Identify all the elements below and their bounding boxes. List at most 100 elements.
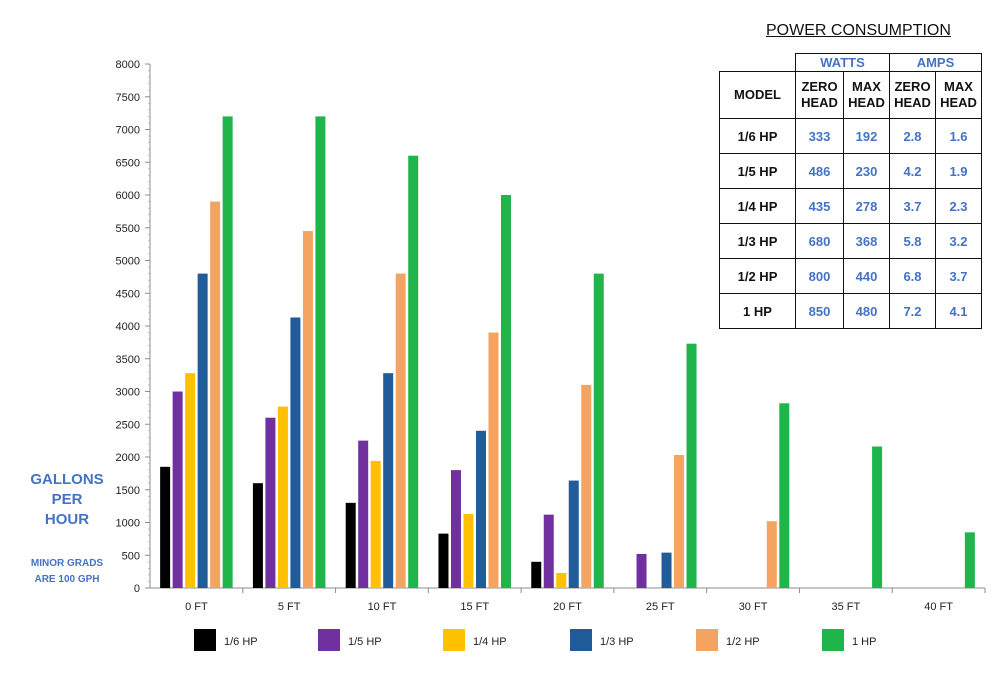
y-axis-label: GALLONS PER HOUR [18, 470, 116, 530]
bar [475, 430, 486, 588]
table-row: 1/2 HP 800 440 6.8 3.7 [719, 258, 982, 294]
y-tick-label: 5000 [116, 256, 140, 268]
model-cell: 1/2 HP [719, 258, 796, 294]
y-tick-label: 6500 [116, 157, 140, 169]
bar [568, 480, 579, 588]
bar [438, 533, 449, 588]
amps-max-cell: 3.2 [935, 223, 982, 259]
y-tick-label: 3000 [116, 387, 140, 399]
bar [172, 391, 183, 588]
power-consumption-title: POWER CONSUMPTION [766, 22, 951, 39]
legend-label: 1/4 HP [473, 636, 507, 648]
x-tick-label: 30 FT [739, 601, 768, 613]
watts-max-cell: 368 [843, 223, 890, 259]
bar [500, 195, 511, 588]
amps-max-cell: 4.1 [935, 293, 982, 329]
bar [383, 373, 394, 588]
y-tick-label: 1000 [116, 518, 140, 530]
legend-swatch [194, 629, 216, 651]
x-tick-label: 35 FT [831, 601, 860, 613]
model-cell: 1 HP [719, 293, 796, 329]
bar [252, 483, 263, 588]
y-tick-label: 4000 [116, 321, 140, 333]
bar [766, 521, 777, 588]
y-tick-label: 500 [122, 550, 140, 562]
watts-zero-cell: 850 [795, 293, 844, 329]
bar [636, 553, 647, 588]
legend-label: 1/2 HP [726, 636, 760, 648]
amps-header: AMPS [889, 53, 982, 72]
bar [593, 273, 604, 588]
table-row: 1/4 HP 435 278 3.7 2.3 [719, 188, 982, 224]
amps-max-cell: 1.6 [935, 118, 982, 154]
y-tick-label: 6000 [116, 190, 140, 202]
watts-max-cell: 440 [843, 258, 890, 294]
header-line: MAX [852, 79, 881, 94]
x-tick-label: 20 FT [553, 601, 582, 613]
model-cell: 1/3 HP [719, 223, 796, 259]
watts-zero-cell: 435 [795, 188, 844, 224]
watts-zero-cell: 486 [795, 153, 844, 189]
x-tick-label: 15 FT [460, 601, 489, 613]
legend-label: 1/6 HP [224, 636, 258, 648]
minor-grads-note: MINOR GRADS ARE 100 GPH [22, 556, 112, 588]
bar [358, 440, 369, 588]
x-tick-label: 10 FT [368, 601, 397, 613]
bar [686, 343, 697, 588]
y-tick-label: 5500 [116, 223, 140, 235]
legend-label: 1/3 HP [600, 636, 634, 648]
bar [160, 466, 171, 588]
y-axis-label-line: HOUR [44, 511, 90, 528]
watts-header: WATTS [795, 53, 890, 72]
bar [872, 446, 883, 588]
model-cell: 1/6 HP [719, 118, 796, 154]
bar [395, 273, 406, 588]
bar [345, 502, 356, 588]
legend-label: 1 HP [852, 636, 876, 648]
amps-zero-cell: 2.8 [889, 118, 936, 154]
bar [450, 470, 461, 588]
x-tick-label: 5 FT [278, 601, 301, 613]
header-line: HEAD [848, 95, 885, 110]
y-tick-label: 2500 [116, 419, 140, 431]
watts-max-cell: 480 [843, 293, 890, 329]
header-line: HEAD [801, 95, 838, 110]
y-tick-label: 3500 [116, 354, 140, 366]
header-line: ZERO [894, 79, 931, 94]
y-tick-label: 2000 [116, 452, 140, 464]
bar [290, 317, 301, 588]
watts-max-cell: 230 [843, 153, 890, 189]
watts-max-head-header: MAX HEAD [843, 71, 890, 119]
bar [964, 532, 975, 588]
bar [543, 514, 554, 588]
table-row: 1 HP 850 480 7.2 4.1 [719, 293, 982, 329]
y-tick-label: 8000 [116, 59, 140, 71]
y-tick-label: 7500 [116, 92, 140, 104]
legend-swatch [318, 629, 340, 651]
model-cell: 1/5 HP [719, 153, 796, 189]
amps-max-head-header: MAX HEAD [935, 71, 982, 119]
x-tick-label: 40 FT [924, 601, 953, 613]
legend-swatch [822, 629, 844, 651]
header-line: ZERO [801, 79, 838, 94]
table-row: 1/5 HP 486 230 4.2 1.9 [719, 153, 982, 189]
bar [277, 406, 288, 588]
y-axis-label-line: PER [51, 491, 83, 508]
watts-zero-cell: 800 [795, 258, 844, 294]
legend-swatch [443, 629, 465, 651]
y-tick-label: 0 [134, 583, 140, 595]
amps-zero-cell: 6.8 [889, 258, 936, 294]
watts-max-cell: 192 [843, 118, 890, 154]
table-group-header-row: WATTS AMPS [719, 53, 982, 72]
table-corner-cell [719, 53, 796, 72]
bar [265, 417, 276, 588]
amps-max-cell: 2.3 [935, 188, 982, 224]
watts-zero-cell: 680 [795, 223, 844, 259]
model-cell: 1/4 HP [719, 188, 796, 224]
legend-swatch [696, 629, 718, 651]
bar [463, 513, 474, 588]
bar [531, 561, 542, 588]
header-line: HEAD [940, 95, 977, 110]
model-header: MODEL [719, 71, 796, 119]
